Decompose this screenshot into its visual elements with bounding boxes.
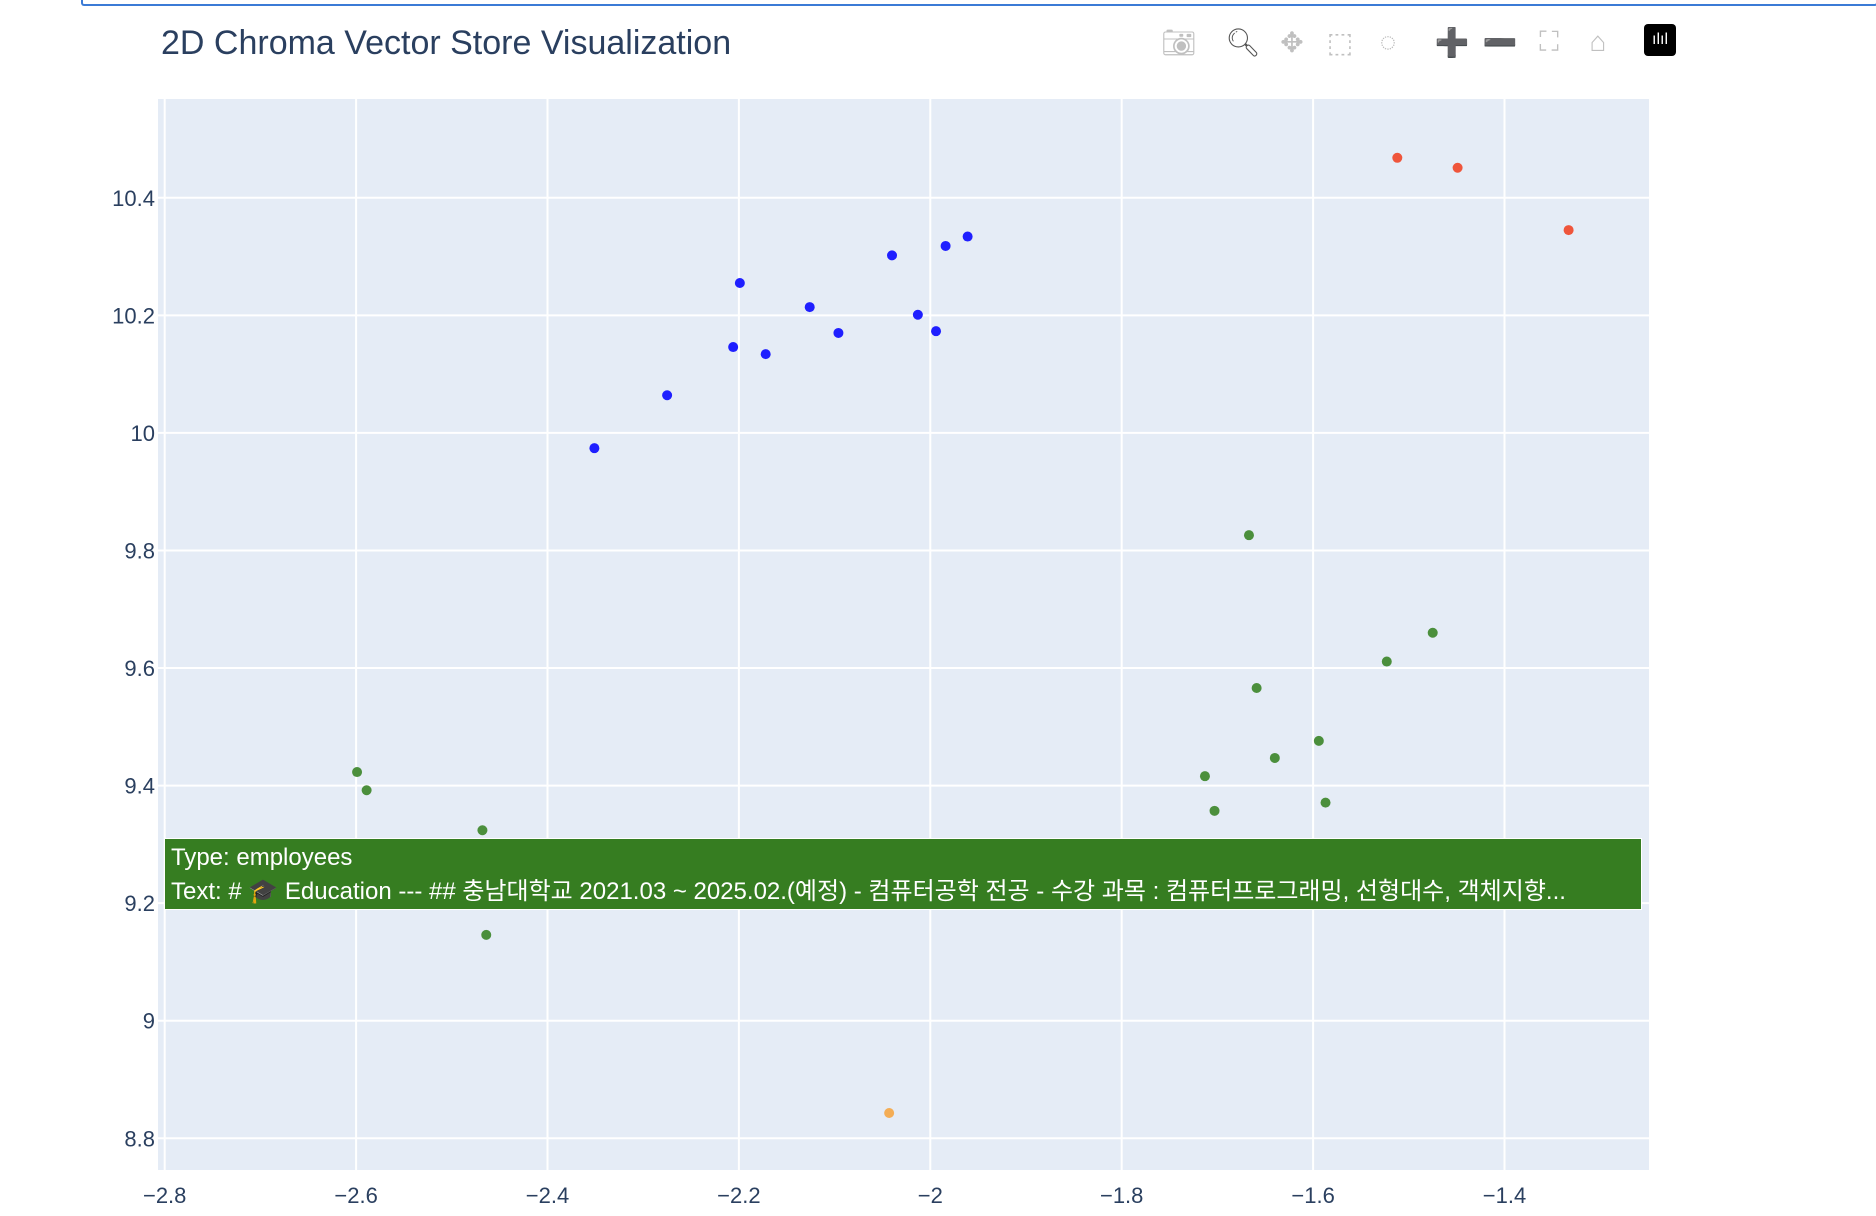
data-point[interactable]	[962, 231, 973, 242]
top-panel-border	[81, 0, 1876, 6]
plot-background	[158, 99, 1649, 1170]
data-point[interactable]	[833, 327, 844, 338]
x-tick-label: −2.4	[526, 1183, 569, 1208]
plotly-logo-icon[interactable]: ılıl	[1644, 24, 1676, 56]
data-point[interactable]	[1320, 797, 1331, 808]
data-point[interactable]	[1427, 627, 1438, 638]
data-point[interactable]	[1563, 225, 1574, 236]
data-point[interactable]	[589, 443, 600, 454]
y-tick-label: 10.4	[112, 186, 155, 211]
y-tick-label: 9.2	[124, 891, 155, 916]
data-point[interactable]	[804, 302, 815, 313]
data-point[interactable]	[912, 309, 923, 320]
y-tick-label: 9.4	[124, 774, 155, 799]
chart-title: 2D Chroma Vector Store Visualization	[161, 24, 732, 62]
x-tick-label: −2	[918, 1183, 943, 1208]
y-tick-label: 9.6	[124, 656, 155, 681]
hover-tooltip: Type: employees Text: # 🎓 Education --- …	[164, 838, 1642, 910]
data-point[interactable]	[728, 342, 739, 353]
data-point[interactable]	[940, 240, 951, 251]
data-point[interactable]	[1209, 805, 1220, 816]
x-tick-label: −2.8	[143, 1183, 186, 1208]
reset-axes-home-icon[interactable]: ⌂	[1589, 26, 1607, 57]
x-tick-label: −1.6	[1291, 1183, 1334, 1208]
y-tick-label: 9	[143, 1009, 155, 1034]
y-tick-label: 8.8	[124, 1126, 155, 1151]
data-point[interactable]	[481, 929, 492, 940]
y-tick-label: 9.8	[124, 538, 155, 563]
data-point[interactable]	[1251, 682, 1262, 693]
zoom-out-icon[interactable]: ➖	[1482, 26, 1518, 58]
data-point[interactable]	[352, 767, 363, 778]
data-point[interactable]	[1452, 162, 1463, 173]
x-tick-label: −1.8	[1100, 1183, 1143, 1208]
zoom-icon[interactable]: 🔍︎	[1225, 26, 1261, 58]
x-tick-label: −2.6	[334, 1183, 377, 1208]
tooltip-text: Text: # 🎓 Education --- ## 충남대학교 2021.03…	[171, 878, 1566, 905]
data-point[interactable]	[662, 390, 673, 401]
y-tick-label: 10	[131, 421, 155, 446]
data-point[interactable]	[361, 785, 372, 796]
data-point[interactable]	[1381, 656, 1392, 667]
tooltip-type: Type: employees	[171, 844, 353, 871]
y-tick-label: 10.2	[112, 303, 155, 328]
data-point[interactable]	[1269, 752, 1280, 763]
zoom-in-icon[interactable]: ➕	[1434, 26, 1470, 58]
x-tick-label: −2.2	[717, 1183, 760, 1208]
data-point[interactable]	[734, 277, 745, 288]
pan-icon[interactable]: ✥	[1280, 26, 1304, 58]
data-point[interactable]	[931, 326, 942, 337]
lasso-select-icon[interactable]: ◌	[1379, 26, 1397, 57]
data-point[interactable]	[884, 1107, 895, 1118]
data-point[interactable]	[760, 349, 771, 360]
x-tick-label: −1.4	[1483, 1183, 1526, 1208]
data-point[interactable]	[477, 825, 488, 836]
data-point[interactable]	[1313, 735, 1324, 746]
data-point[interactable]	[1243, 530, 1254, 541]
data-point[interactable]	[887, 250, 898, 261]
camera-icon[interactable]: 📷︎	[1161, 26, 1197, 58]
data-point[interactable]	[1199, 771, 1210, 782]
box-select-icon[interactable]: ⬚	[1326, 26, 1354, 58]
autoscale-icon[interactable]: ⛶	[1539, 25, 1559, 57]
data-point[interactable]	[1392, 152, 1403, 163]
